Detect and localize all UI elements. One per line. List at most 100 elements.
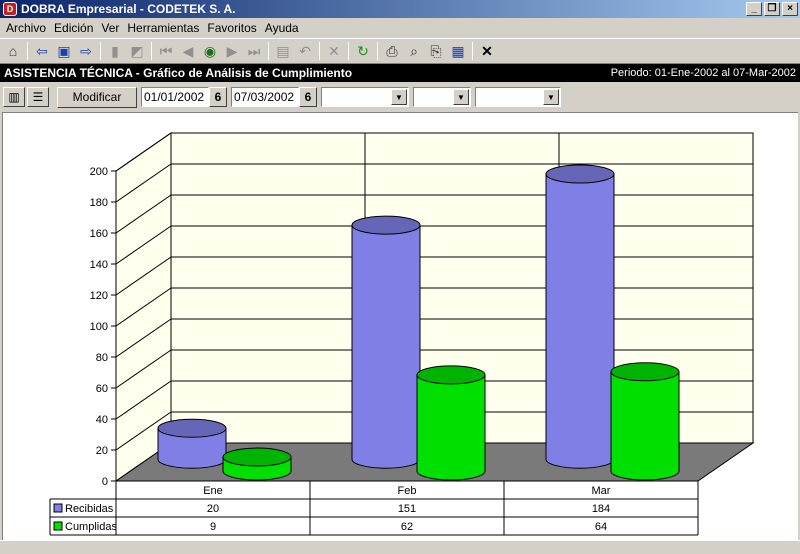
date-to-calendar-button[interactable]: 6: [299, 87, 317, 107]
print-icon[interactable]: ⎙: [386, 42, 398, 59]
toolbar-separator: [100, 42, 101, 60]
toolbar-separator: [268, 42, 269, 60]
minimize-button[interactable]: _: [746, 2, 762, 16]
chart-area: 0 20 40 60 80 100 120 140 160 180 200 Ene Feb Mar Reci…: [2, 112, 798, 540]
bar-recibidas-mar: [545, 173, 615, 469]
gridline-side: [115, 411, 172, 451]
y-tick-label: 100: [90, 321, 108, 333]
last-record-icon[interactable]: ⏭: [247, 42, 261, 59]
toolbar: ⌂ ⇦ ▣ ⇨ ▮ ◩ ⏮ ◀ ◉ ▶ ⏭ ▤ ↶ ✕ ↻ ⎙ ⌕ ⎘ ▦ ✕: [0, 38, 800, 64]
forward-arrow-icon[interactable]: ⇨: [80, 42, 92, 59]
gridline-side: [115, 225, 172, 265]
data-table-value: 9: [210, 521, 216, 533]
bar-cumplidas-feb-top: [416, 365, 486, 385]
report-period: Periodo: 01-Ene-2002 al 07-Mar-2002: [610, 67, 796, 79]
y-tick-label: 20: [96, 445, 108, 457]
data-table-value: 151: [398, 503, 416, 515]
chart: 0 20 40 60 80 100 120 140 160 180 200 Ene Feb Mar Reci…: [49, 132, 755, 536]
toolbar-separator: [377, 42, 378, 60]
previous-record-icon[interactable]: ◀: [182, 42, 194, 59]
gridline-side: [115, 318, 172, 358]
modify-button[interactable]: Modificar: [57, 86, 137, 108]
view-list-icon[interactable]: ☰: [27, 87, 49, 107]
refresh-icon[interactable]: ↻: [357, 42, 369, 59]
y-tick-label: 180: [90, 197, 108, 209]
menu-bar: Archivo Edición Ver Herramientas Favorit…: [0, 18, 800, 38]
date-to-field[interactable]: 07/03/2002: [231, 87, 299, 107]
data-table-value: 184: [592, 503, 610, 515]
delete-icon[interactable]: ✕: [328, 42, 340, 59]
close-icon[interactable]: ✕: [481, 42, 493, 59]
menu-ayuda[interactable]: Ayuda: [264, 21, 299, 35]
date-from-calendar-button[interactable]: 6: [209, 87, 227, 107]
y-tick-label: 0: [102, 476, 108, 488]
x-tick-label: Feb: [398, 485, 417, 497]
y-tick-label: 160: [90, 228, 108, 240]
first-record-icon[interactable]: ⏮: [159, 42, 173, 59]
data-table-value: 64: [595, 521, 607, 533]
y-tick-label: 40: [96, 414, 108, 426]
toolbar-separator: [27, 42, 28, 60]
gridline-side: [115, 287, 172, 327]
menu-herramientas[interactable]: Herramientas: [127, 21, 200, 35]
y-tick-label: 60: [96, 383, 108, 395]
bar-recibidas-mar-top: [545, 164, 615, 184]
y-tick-label: 140: [90, 259, 108, 271]
legend-swatch: [53, 521, 63, 531]
x-tick-label: Mar: [592, 485, 611, 497]
menu-archivo[interactable]: Archivo: [6, 21, 47, 35]
chevron-down-icon[interactable]: ▼: [391, 89, 407, 105]
y-tick-label: 80: [96, 352, 108, 364]
gridline-side: [115, 132, 172, 172]
back-arrow-icon[interactable]: ⇦: [36, 42, 48, 59]
bar-recibidas-feb-top: [351, 215, 421, 235]
filter-select-3[interactable]: ▼: [475, 87, 561, 107]
menu-ver[interactable]: Ver: [101, 21, 120, 35]
restore-button[interactable]: ❐: [764, 2, 780, 16]
undo-icon[interactable]: ↶: [299, 42, 311, 59]
toolbar-separator: [319, 42, 320, 60]
gridline-side: [115, 256, 172, 296]
save-icon[interactable]: ▤: [276, 42, 290, 59]
data-table-value: 20: [207, 503, 219, 515]
legend-swatch: [53, 503, 63, 513]
filter-select-1[interactable]: ▼: [321, 87, 409, 107]
print-preview-icon[interactable]: ⌕: [410, 42, 418, 59]
menu-edicion[interactable]: Edición: [54, 21, 94, 35]
toolbar-separator: [151, 42, 152, 60]
chevron-down-icon[interactable]: ▼: [453, 89, 469, 105]
bar-recibidas-feb: [351, 224, 421, 469]
export-icon[interactable]: ⎘: [430, 42, 442, 59]
close-window-button[interactable]: ×: [782, 2, 798, 16]
search-globe-icon[interactable]: ◉: [203, 42, 217, 59]
next-record-icon[interactable]: ▶: [226, 42, 238, 59]
bar-recibidas-ene-top: [157, 418, 227, 438]
edit-document-icon[interactable]: ◩: [130, 42, 144, 59]
legend-label: Cumplidas: [65, 521, 117, 533]
new-document-icon[interactable]: ▮: [111, 42, 119, 59]
bar-cumplidas-mar-top: [610, 362, 680, 382]
y-tick-label: 200: [90, 166, 108, 178]
toolbar-separator: [472, 42, 473, 60]
view-columns-icon[interactable]: ▥: [3, 87, 25, 107]
bar-cumplidas-feb: [416, 374, 486, 481]
chevron-down-icon[interactable]: ▼: [543, 89, 559, 105]
y-tick-label: 120: [90, 290, 108, 302]
bar-cumplidas-mar: [610, 371, 680, 481]
save-disk-icon[interactable]: ▦: [451, 42, 465, 59]
date-from-field[interactable]: 01/01/2002: [141, 87, 209, 107]
menu-favoritos[interactable]: Favoritos: [207, 21, 257, 35]
filter-select-2[interactable]: ▼: [413, 87, 471, 107]
gridline-side: [115, 380, 172, 420]
gridline-side: [115, 163, 172, 203]
date-from-value: 01/01/2002: [144, 90, 205, 104]
home-icon[interactable]: ⌂: [8, 43, 18, 59]
window-title: DOBRA Empresarial - CODETEK S. A.: [21, 2, 236, 16]
bar-cumplidas-ene-top: [222, 447, 292, 467]
status-bar: [0, 540, 800, 554]
x-tick-label: Ene: [203, 485, 223, 497]
report-title: ASISTENCIA TÉCNICA - Gráfico de Análisis…: [4, 66, 353, 80]
window-list-icon[interactable]: ▣: [57, 42, 71, 59]
gridline-side: [115, 194, 172, 234]
legend-label: Recibidas: [65, 503, 114, 515]
